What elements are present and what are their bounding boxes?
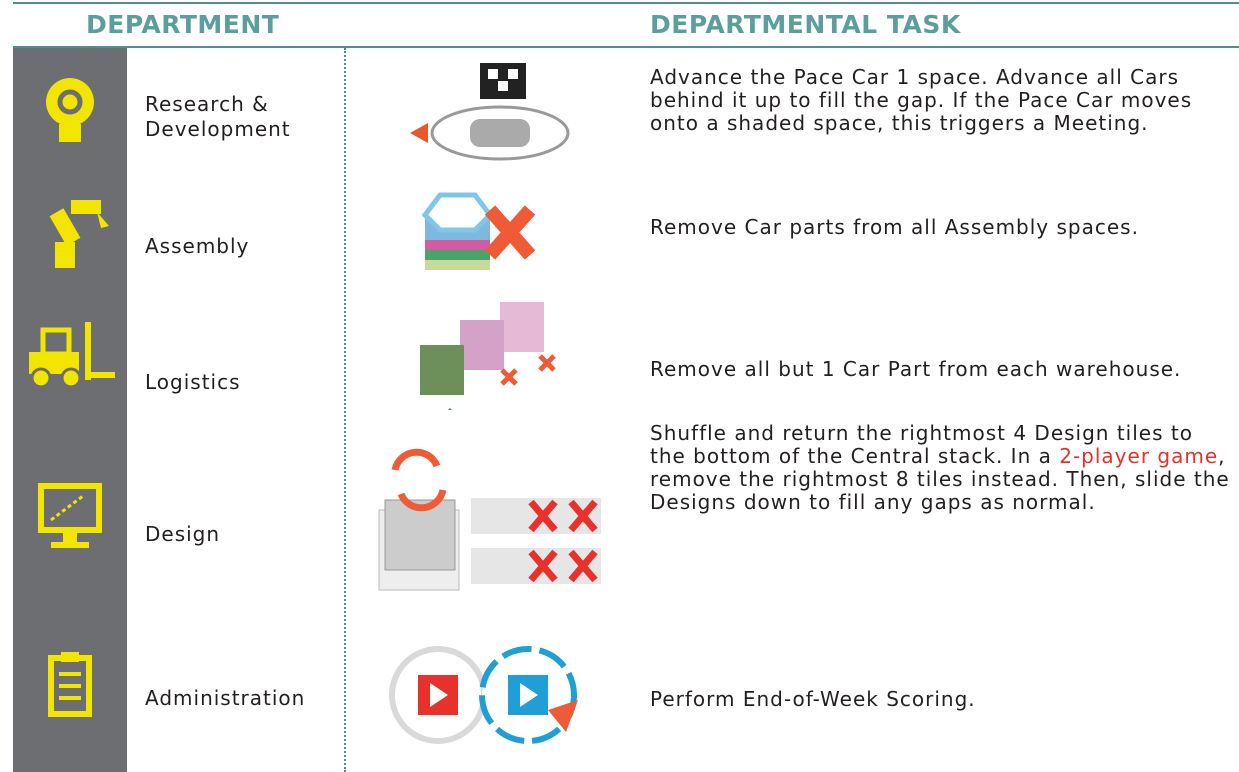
department-name: Research & Development xyxy=(145,92,291,141)
task-text: Advance the Pace Car 1 space. Advance al… xyxy=(650,66,1230,135)
task-text: Perform End-of-Week Scoring. xyxy=(650,688,1230,711)
task-text: Remove all but 1 Car Part from each ware… xyxy=(650,358,1230,381)
rule xyxy=(13,46,1239,48)
icon-forklift xyxy=(29,322,115,389)
illustration xyxy=(410,63,570,161)
task-highlight: 2-player game xyxy=(1059,444,1219,468)
icon-monitor xyxy=(38,483,102,548)
illustration xyxy=(389,646,578,744)
task-part: Perform End-of-Week Scoring. xyxy=(650,687,976,711)
icon-column xyxy=(13,48,127,772)
department-name: Assembly xyxy=(145,234,250,258)
row: Logistics Remove all but 1 Car Part from… xyxy=(0,290,1239,410)
department-name: Administration xyxy=(145,686,306,710)
icon-robot-arm xyxy=(49,200,109,268)
rule xyxy=(13,2,1239,4)
task-part: Shuffle and return the rightmost 4 Desig… xyxy=(650,421,1193,468)
header-task: DEPARTMENTAL TASK xyxy=(650,10,961,39)
task-part: Remove Car parts from all Assembly space… xyxy=(650,215,1139,239)
icon-clipboard xyxy=(48,652,92,717)
icon-bulb xyxy=(46,78,94,142)
task-text: Shuffle and return the rightmost 4 Desig… xyxy=(650,422,1230,514)
illustration xyxy=(420,302,556,410)
task-part: Remove all but 1 Car Part from each ware… xyxy=(650,357,1182,381)
department-name: Logistics xyxy=(145,370,241,394)
header-department: DEPARTMENT xyxy=(86,10,280,39)
divider xyxy=(344,48,346,772)
task-part: Advance the Pace Car 1 space. Advance al… xyxy=(650,65,1193,135)
department-name: Design xyxy=(145,522,221,546)
row: Administration Perform End-of-Week Scori… xyxy=(0,610,1239,772)
row: Assembly Remove Car parts from all Assem… xyxy=(0,170,1239,290)
task-text: Remove Car parts from all Assembly space… xyxy=(650,216,1230,239)
row: Design Shuffle and return the rightmost … xyxy=(0,410,1239,610)
row: Research & Development Advance the Pace … xyxy=(0,48,1239,170)
illustration xyxy=(378,448,601,591)
task-part: , remove the rightmost 8 tiles instead. … xyxy=(650,444,1230,514)
illustration xyxy=(421,192,536,270)
